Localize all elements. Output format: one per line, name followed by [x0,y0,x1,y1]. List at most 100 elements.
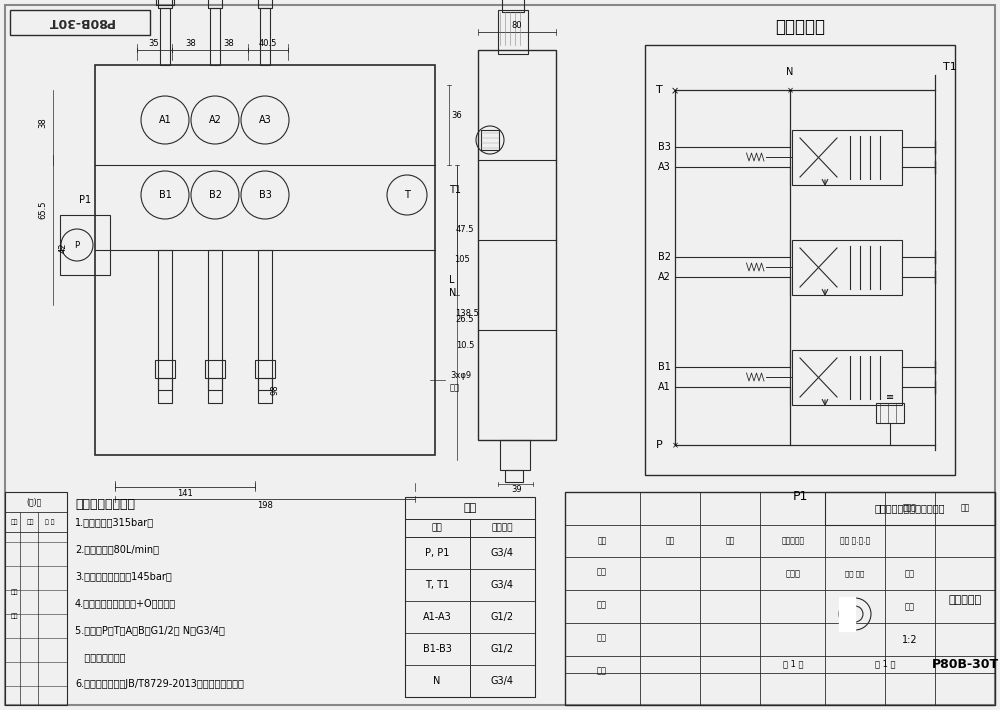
Bar [10,10,150,35]
Text: 2.公称流量：80L/min；: 2.公称流量：80L/min； [75,544,159,554]
Text: 重量: 重量 [905,569,915,579]
Text: 98: 98 [270,385,280,395]
Bar [839,597,855,631]
Text: A1: A1 [658,382,671,392]
Bar [210,8,220,65]
Text: 105: 105 [454,256,470,265]
Bar [405,497,535,697]
Bar [258,250,272,390]
Text: L: L [449,275,454,285]
Text: P, P1: P, P1 [425,548,449,558]
Text: (更)改: (更)改 [26,498,42,506]
Text: 标记: 标记 [10,519,18,525]
Text: 签名: 签名 [10,589,18,595]
Text: 3.溢流阀调定压力：145bar；: 3.溢流阀调定压力：145bar； [75,571,172,581]
Text: 更改文件号: 更改文件号 [781,537,805,545]
Text: 工艺: 工艺 [597,667,607,675]
Text: 1:2: 1:2 [902,635,918,645]
Text: 类型: 类型 [960,503,970,513]
Text: 39: 39 [512,486,522,494]
Bar [500,440,530,470]
Text: A1: A1 [159,115,171,125]
Text: T: T [656,85,663,95]
Text: 液压原理图: 液压原理图 [775,18,825,36]
Bar [208,0,222,8]
Bar [258,0,272,8]
Text: A3: A3 [259,115,271,125]
Text: A2: A2 [209,115,221,125]
Text: 阶段 标记: 阶段 标记 [845,571,865,577]
Bar [208,250,222,390]
Text: P80B-30T: P80B-30T [46,16,114,28]
Bar [478,50,556,440]
Text: 26.5: 26.5 [456,315,474,324]
Bar [645,45,955,475]
Bar [505,470,523,482]
Text: 38: 38 [38,118,48,129]
Bar [792,130,902,185]
Text: G1/2: G1/2 [490,644,514,654]
Bar [205,360,225,378]
Text: ≡: ≡ [886,392,894,402]
Text: 山东奥駅液压科技有限公司: 山东奥駅液压科技有限公司 [875,503,945,513]
Text: 35: 35 [149,38,159,48]
Text: 47.5: 47.5 [456,226,474,234]
Bar [95,65,435,455]
Text: ×: × [672,442,678,451]
Text: B3: B3 [259,190,271,200]
Text: 标记: 标记 [597,537,607,545]
Text: 4.控制方式：手动控制+O型阀杆；: 4.控制方式：手动控制+O型阀杆； [75,598,176,608]
Text: 40.5: 40.5 [259,38,277,48]
Text: ×: × [671,86,679,96]
Text: T1: T1 [449,185,461,195]
Text: B3: B3 [658,142,671,152]
Bar [792,240,902,295]
Text: 1.公称压力：315bar；: 1.公称压力：315bar； [75,517,154,527]
Text: 三联多路阀: 三联多路阀 [948,595,982,605]
Text: 版本号: 版本号 [903,503,917,513]
Bar [825,492,995,525]
Text: 签名 年.月.日: 签名 年.月.日 [840,537,870,545]
Bar [876,403,904,423]
Bar [565,492,995,705]
Text: 138.5: 138.5 [455,309,479,317]
Bar [502,0,524,12]
Text: N: N [433,676,441,686]
Bar [260,8,270,65]
Text: 65.5: 65.5 [38,201,48,219]
Text: 6.产品驗收标准按JB/T8729-2013液压多路换向阀。: 6.产品驗收标准按JB/T8729-2013液压多路换向阀。 [75,679,244,689]
Text: A1-A3: A1-A3 [423,612,451,622]
Bar [158,250,172,390]
Text: 80: 80 [512,21,522,30]
Text: ×: × [786,87,794,96]
Bar [481,130,499,150]
Bar [158,0,172,8]
Text: B1: B1 [658,362,671,372]
Text: G1/2: G1/2 [490,612,514,622]
Text: 日期: 日期 [10,613,18,619]
Text: 均为平面密封；: 均为平面密封； [75,652,126,662]
Text: B2: B2 [658,252,671,262]
Text: 198: 198 [257,501,273,510]
Text: T1: T1 [943,62,957,72]
Text: 10.5: 10.5 [456,341,474,349]
Bar [498,10,528,54]
Text: 技术要求和参数：: 技术要求和参数： [75,498,135,510]
Text: 5.油口：P、T、A、B为G1/2； N为G3/4；: 5.油口：P、T、A、B为G1/2； N为G3/4； [75,625,225,635]
Text: 第 1 张: 第 1 张 [875,660,895,669]
Text: 3xφ9: 3xφ9 [450,371,471,380]
Text: 审核: 审核 [597,633,607,643]
Text: G3/4: G3/4 [490,548,514,558]
Bar [208,378,222,403]
Text: N: N [786,67,794,77]
Bar [255,360,275,378]
Text: 38: 38 [186,38,196,48]
Text: T: T [404,190,410,200]
Bar [156,0,174,5]
Text: G3/4: G3/4 [490,580,514,590]
Text: P1: P1 [792,491,808,503]
Text: 处数: 处数 [665,537,675,545]
Text: 通孔: 通孔 [450,383,460,393]
Bar [155,360,175,378]
Text: 141: 141 [177,488,193,498]
